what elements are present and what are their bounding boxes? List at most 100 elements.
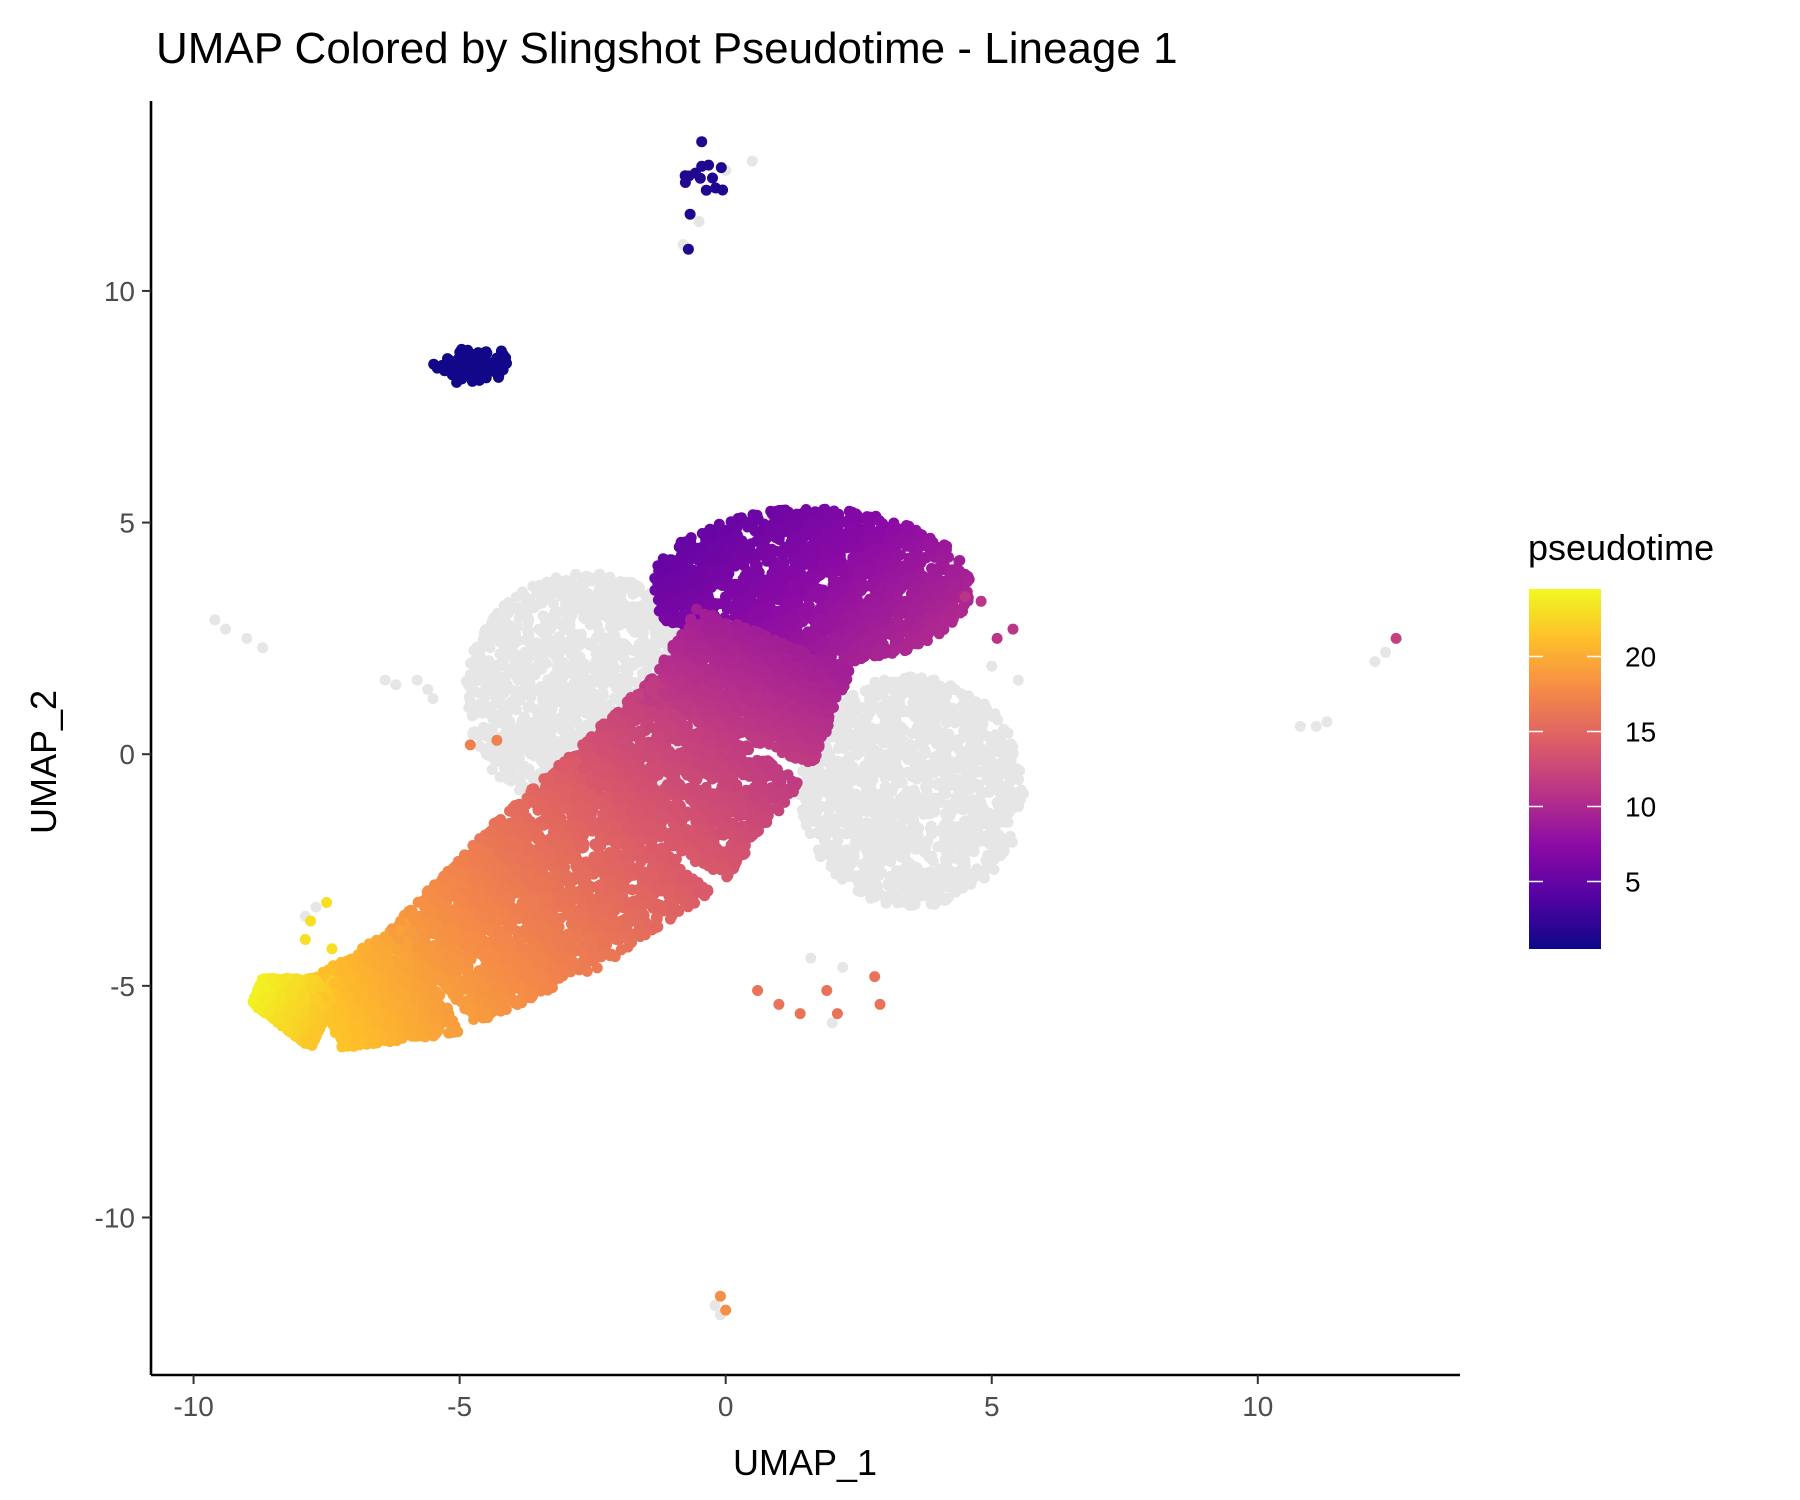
data-point: [903, 539, 915, 551]
na-point: [910, 843, 922, 855]
data-point: [749, 525, 761, 537]
data-point: [831, 634, 843, 646]
na-point: [926, 792, 938, 804]
na-point: [485, 709, 497, 721]
data-point: [843, 530, 855, 542]
na-point: [536, 588, 548, 600]
na-point: [851, 832, 863, 844]
na-point: [472, 663, 484, 675]
data-point: [838, 652, 850, 664]
na-point: [632, 624, 644, 636]
data-point: [898, 560, 910, 572]
na-point: [826, 787, 838, 799]
na-point: [921, 734, 933, 745]
na-point: [939, 808, 951, 820]
na-point: [512, 635, 524, 647]
na-point: [508, 663, 519, 675]
na-point: [1002, 768, 1013, 780]
na-point: [873, 859, 885, 871]
na-point: [836, 873, 848, 885]
data-point: [770, 545, 782, 557]
na-point: [576, 576, 588, 588]
na-point: [594, 590, 605, 602]
na-point: [939, 780, 951, 792]
na-point: [896, 681, 908, 693]
na-point: [1321, 716, 1333, 728]
na-point: [600, 701, 612, 713]
na-point: [957, 847, 969, 859]
data-point: [751, 585, 763, 597]
na-point: [898, 896, 910, 908]
data-point: [892, 550, 904, 562]
na-point: [998, 842, 1010, 854]
data-point: [838, 568, 850, 580]
na-point: [494, 659, 506, 671]
data-point: [908, 553, 920, 565]
na-point: [1013, 774, 1025, 786]
na-point: [814, 846, 826, 858]
na-point: [257, 642, 269, 654]
data-point: [770, 624, 781, 636]
na-point: [968, 729, 980, 740]
data-point: [924, 543, 936, 555]
na-point: [883, 835, 895, 847]
na-point: [972, 779, 984, 791]
na-point: [476, 707, 488, 719]
na-point: [850, 788, 862, 800]
na-point: [908, 814, 920, 826]
data-point: [924, 626, 935, 637]
data-point: [850, 564, 862, 576]
na-point: [897, 706, 909, 718]
data-point: [938, 539, 950, 551]
na-point: [603, 578, 615, 590]
na-point: [633, 656, 644, 668]
na-point: [939, 894, 951, 906]
na-point: [560, 575, 572, 586]
na-point: [852, 728, 864, 740]
data-point: [696, 546, 708, 558]
na-point: [550, 742, 562, 754]
na-point: [643, 617, 655, 628]
na-point: [823, 804, 835, 816]
data-point: [931, 565, 943, 577]
na-point: [491, 669, 503, 681]
na-point: [590, 647, 602, 659]
na-point: [522, 653, 534, 665]
na-point: [940, 854, 951, 865]
data-point: [775, 523, 787, 535]
data-point: [793, 578, 804, 590]
na-point: [510, 591, 522, 603]
na-point: [606, 617, 618, 629]
na-point: [538, 710, 550, 722]
na-point: [1012, 674, 1024, 686]
na-point: [220, 623, 231, 635]
data-point: [826, 606, 838, 618]
na-point: [549, 607, 561, 619]
na-point: [887, 740, 899, 752]
data-point: [932, 579, 944, 591]
data-point: [776, 563, 788, 574]
data-point: [946, 604, 958, 616]
data-point: [723, 540, 735, 552]
na-point: [1310, 720, 1322, 732]
na-point: [468, 726, 479, 738]
na-point: [609, 591, 621, 603]
na-point: [427, 693, 439, 705]
data-point: [671, 616, 682, 628]
na-point: [831, 826, 843, 838]
na-point: [982, 707, 994, 719]
na-point: [608, 664, 620, 676]
data-point: [862, 580, 874, 592]
na-point: [961, 816, 973, 828]
na-point: [520, 598, 532, 610]
na-point: [903, 858, 915, 870]
data-point: [808, 544, 820, 555]
na-point: [960, 877, 972, 888]
na-point: [506, 601, 518, 613]
na-point: [867, 774, 879, 786]
data-point: [761, 609, 773, 621]
data-point: [799, 550, 811, 561]
na-point: [533, 652, 545, 664]
na-point: [422, 683, 434, 695]
data-point: [902, 524, 914, 536]
